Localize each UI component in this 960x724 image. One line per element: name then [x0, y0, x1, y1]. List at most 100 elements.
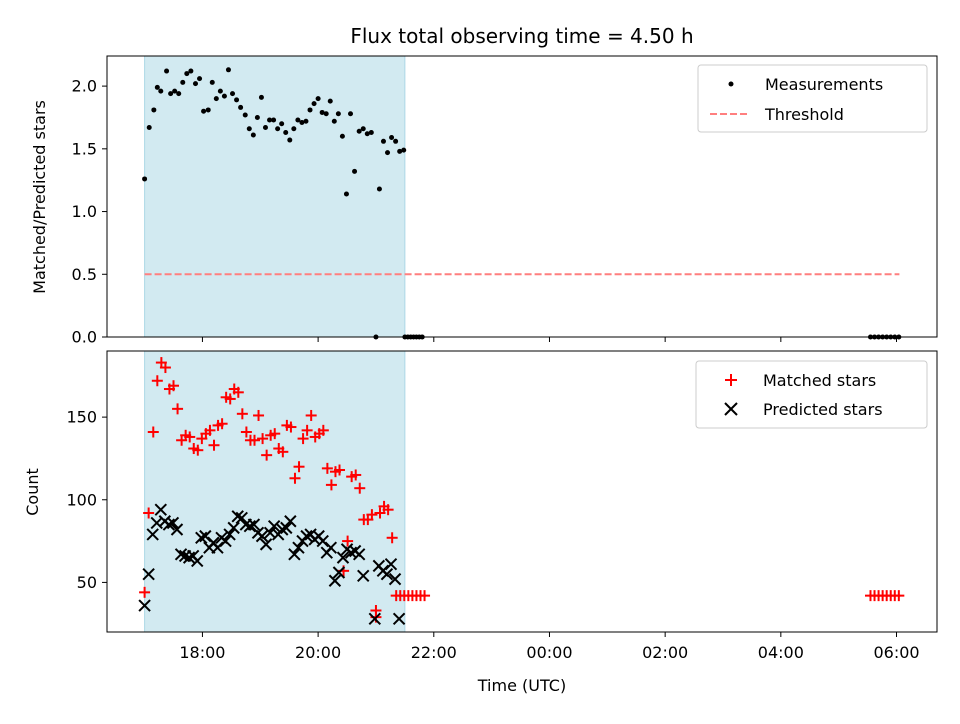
legend-predicted-label: Predicted stars: [763, 400, 883, 419]
bottom-legend-box: [695, 360, 928, 429]
measurement-point: [176, 91, 182, 97]
predicted-point: [247, 518, 261, 531]
measurement-point: [221, 93, 227, 99]
measurement-point: [164, 68, 170, 74]
measurement-point: [146, 125, 152, 131]
predicted-point: [191, 554, 204, 568]
predicted-point: [384, 558, 398, 571]
predicted-point: [174, 548, 188, 561]
predicted-point: [142, 567, 155, 581]
matched-point: [342, 535, 354, 547]
matched-point: [366, 509, 378, 521]
measurement-point: [225, 67, 231, 73]
predicted-point: [300, 529, 313, 543]
predicted-point: [211, 541, 224, 554]
x-tick-label: 02:00: [642, 643, 688, 662]
observing-span-0: [144, 55, 406, 338]
measurement-point: [360, 126, 366, 132]
measurement-point: [295, 117, 301, 123]
matched-point: [354, 482, 366, 494]
predicted-point: [352, 548, 366, 561]
measurement-point: [311, 101, 317, 107]
matched-point: [317, 424, 329, 436]
predicted-point: [328, 574, 342, 587]
measurement-point: [250, 132, 256, 138]
measurement-point: [168, 91, 174, 97]
measurement-point: [230, 91, 236, 97]
legend-matched-label: Matched stars: [763, 371, 876, 390]
y-tick-label: 0.0: [72, 328, 97, 347]
matched-point: [419, 590, 431, 602]
measurement-point: [343, 191, 349, 197]
measurement-point: [205, 107, 211, 113]
matched-point: [893, 590, 905, 602]
predicted-point: [259, 538, 273, 551]
measurement-point: [291, 126, 297, 132]
matched-point: [374, 507, 386, 519]
matched-point: [293, 461, 305, 473]
predicted-point: [357, 569, 370, 583]
predicted-point: [288, 548, 301, 561]
measurement-point: [335, 111, 341, 117]
matched-point: [325, 479, 337, 491]
y-tick-label: 50: [77, 573, 97, 592]
matched-point: [232, 386, 244, 398]
measurement-point: [339, 133, 345, 139]
predicted-point: [392, 612, 406, 625]
predicted-point: [388, 572, 402, 586]
matched-point: [253, 409, 265, 421]
measurement-point: [267, 117, 273, 123]
matched-point: [334, 464, 346, 476]
predicted-point: [292, 541, 305, 554]
matched-point: [305, 409, 317, 421]
x-tick-label: 04:00: [758, 643, 804, 662]
measurement-point: [209, 79, 215, 85]
predicted-point: [316, 534, 329, 548]
predicted-point: [227, 521, 240, 535]
measurement-point: [303, 118, 309, 124]
legend-threshold-label: Threshold: [764, 105, 844, 124]
matched-point: [386, 532, 398, 544]
predicted-point: [146, 528, 159, 541]
predicted-point: [280, 521, 293, 535]
matched-point: [236, 408, 248, 420]
predicted-point: [199, 529, 212, 543]
measurement-point: [172, 88, 178, 94]
matched-point: [143, 507, 155, 519]
predicted-point: [324, 541, 338, 554]
x-tick-label: 20:00: [295, 643, 341, 662]
x-tick-label: 18:00: [179, 643, 225, 662]
matched-point: [139, 586, 151, 598]
legend-measurements-marker: [728, 81, 734, 87]
bottom-axes-frame: [106, 350, 938, 633]
matched-point: [248, 434, 260, 446]
predicted-point: [223, 528, 236, 541]
measurement-point: [380, 138, 386, 144]
measurement-point: [315, 96, 321, 102]
measurement-point: [217, 88, 223, 94]
predicted-point: [162, 518, 176, 531]
bottom-panel: 50 100 150 18:00 20:00 22:00 00:00 02:00 04:00 0…: [23, 350, 938, 695]
measurement-point: [283, 130, 289, 136]
predicted-point: [336, 551, 350, 564]
measurement-point: [279, 121, 285, 127]
matched-point: [382, 504, 394, 516]
measurement-point: [327, 98, 333, 104]
measurement-point: [192, 81, 198, 87]
measurement-point: [180, 79, 186, 85]
y-tick-label: 0.5: [72, 265, 97, 284]
matched-point: [147, 426, 159, 438]
measurement-point: [197, 76, 203, 82]
y-tick-label: 2.0: [72, 77, 97, 96]
measurement-point: [271, 117, 277, 123]
measurement-point: [151, 107, 157, 113]
y-tick-label: 1.0: [72, 202, 97, 221]
top-legend-box: [697, 64, 928, 133]
predicted-point: [368, 612, 382, 625]
measurement-point: [154, 84, 160, 90]
measurement-point: [389, 135, 395, 141]
matched-point: [184, 431, 196, 443]
matched-point: [159, 362, 171, 374]
measurement-point: [201, 108, 207, 114]
